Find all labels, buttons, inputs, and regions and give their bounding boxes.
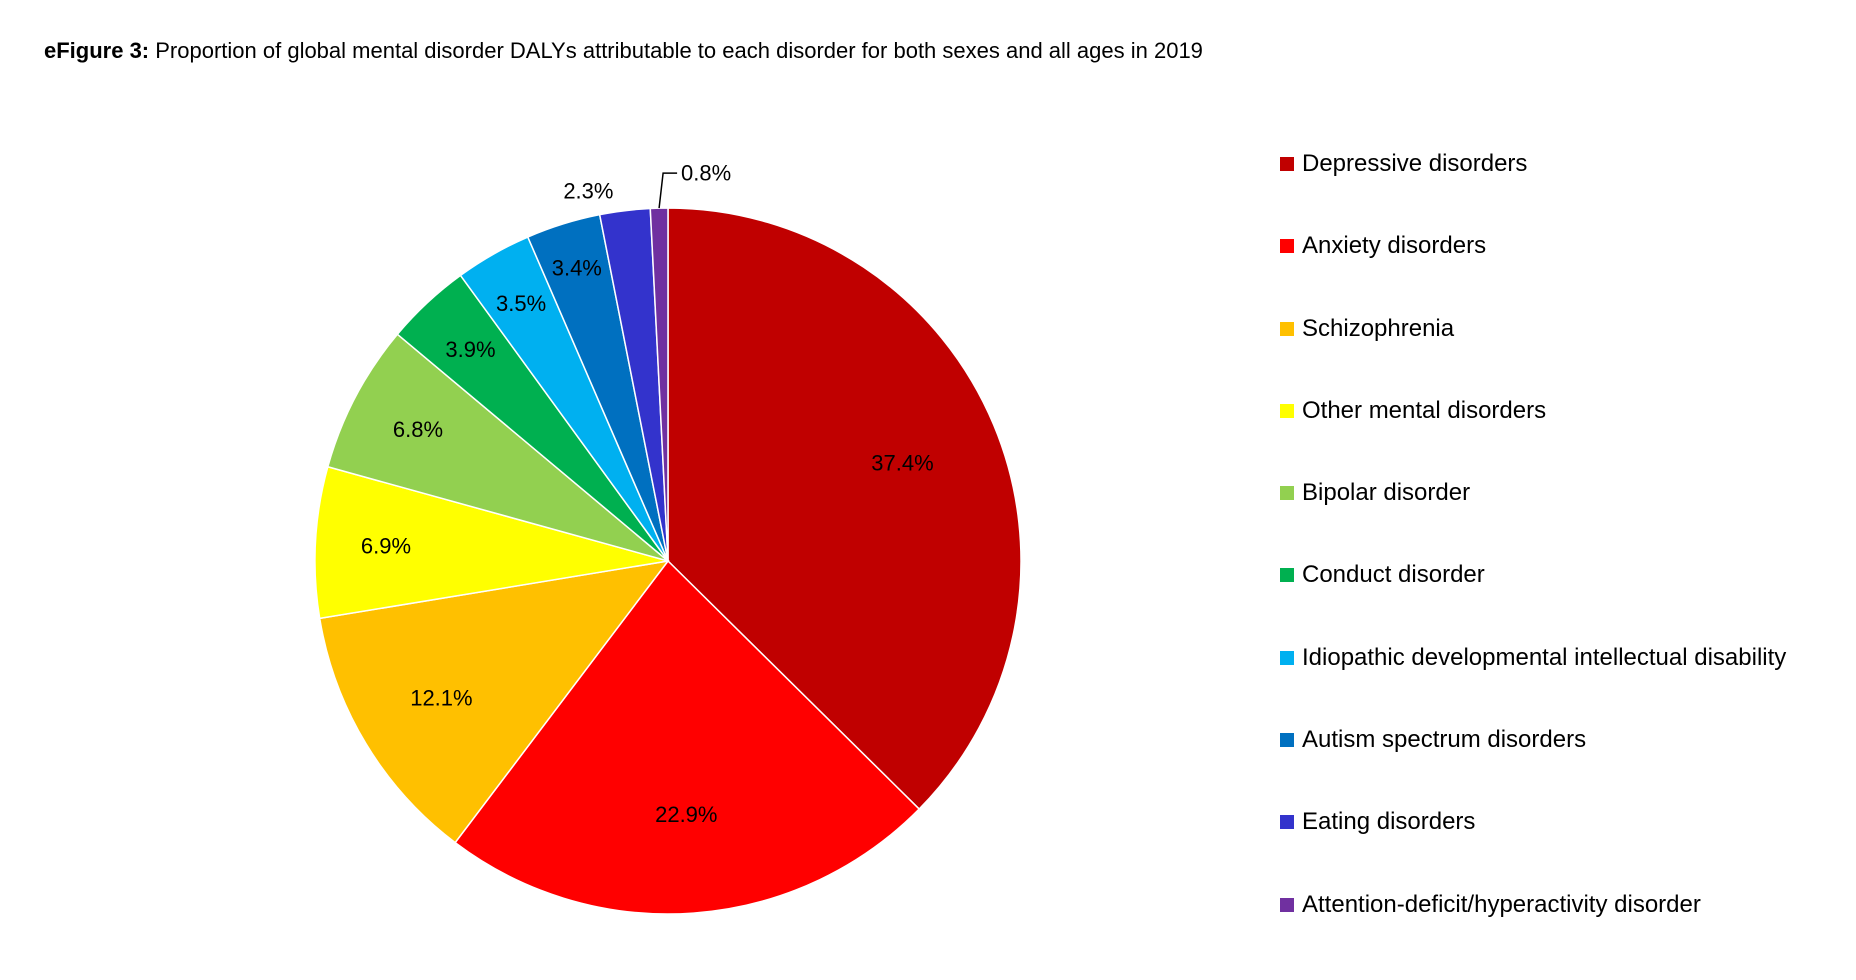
- data-label-eating-disorders: 2.3%: [563, 178, 613, 203]
- legend-item-idiopathic-developmental-intellectual-disability: Idiopathic developmental intellectual di…: [1280, 643, 1787, 727]
- data-label-conduct-disorder: 3.9%: [445, 337, 495, 362]
- legend-label: Schizophrenia: [1302, 314, 1455, 342]
- pie-slices: [314, 207, 1022, 915]
- legend-swatch: [1280, 157, 1294, 171]
- legend-item-other-mental-disorders: Other mental disorders: [1280, 396, 1786, 480]
- pie-slice-anxiety-disorders: [454, 559, 921, 915]
- legend-label: Autism spectrum disorders: [1302, 726, 1587, 754]
- data-label-bipolar-disorder: 6.8%: [393, 417, 443, 442]
- legend-label: Conduct disorder: [1302, 561, 1485, 589]
- chart-title: eFigure 3: Proportion of global mental d…: [44, 38, 1203, 64]
- legend-swatch: [1280, 733, 1294, 748]
- pie-slice-attention-deficit-hyperactivity-disorder: [649, 207, 669, 562]
- chart-title-text: Proportion of global mental disorder DAL…: [149, 38, 1203, 63]
- leader-line-attention-deficit-hyperactivity-disorder: [658, 172, 678, 209]
- legend-swatch: [1280, 321, 1294, 336]
- data-label-other-mental-disorders: 6.9%: [361, 533, 411, 558]
- legend-swatch: [1280, 650, 1294, 665]
- data-label-attention-deficit-hyperactivity-disorder: 0.8%: [681, 161, 731, 186]
- legend-item-anxiety-disorders: Anxiety disorders: [1280, 233, 1786, 315]
- data-labels: 37.4% 22.9% 12.1% 6.9% 6.8% 3.9%3.5%3.4% 2.3% 0…: [361, 161, 934, 827]
- legend-item-bipolar-disorder: Bipolar disorder: [1280, 480, 1786, 562]
- legend-item-conduct-disorder: Conduct disorder: [1280, 562, 1786, 644]
- pie-slice-schizophrenia: [318, 559, 670, 844]
- legend: Depressive disorders Anxiety disorders Sch…: [1280, 151, 1786, 974]
- legend-label: Attention-deficit/hyperactivity disorder: [1302, 890, 1701, 918]
- leader-lines: [658, 172, 678, 209]
- legend-item-depressive-disorders: Depressive disorders: [1280, 151, 1786, 233]
- data-label-schizophrenia: 12.1%: [410, 685, 472, 710]
- pie-slice-bipolar-disorder: [326, 333, 669, 562]
- legend-label: Bipolar disorder: [1302, 479, 1471, 507]
- legend-label: Anxiety disorders: [1302, 232, 1487, 260]
- legend-swatch: [1280, 486, 1294, 501]
- data-label-idiopathic-developmental-intellectual-disability: 3.5%: [496, 291, 546, 316]
- pie-slice-other-mental-disorders: [314, 465, 669, 620]
- legend-swatch: [1280, 568, 1294, 583]
- legend-swatch: [1280, 239, 1294, 254]
- legend-item-attention-deficit-hyperactivity-disorder: Attention-deficit/hyperactivity disorder: [1280, 890, 1786, 974]
- pie-slice-depressive-disorders: [667, 207, 1022, 811]
- legend-label: Idiopathic developmental intellectual di…: [1302, 643, 1787, 671]
- legend-item-schizophrenia: Schizophrenia: [1280, 314, 1786, 398]
- legend-swatch: [1280, 897, 1294, 912]
- data-label-anxiety-disorders: 22.9%: [655, 802, 717, 827]
- legend-swatch: [1280, 815, 1294, 830]
- legend-item-autism-spectrum-disorders: Autism spectrum disorders: [1280, 727, 1786, 809]
- legend-item-eating-disorders: Eating disorders: [1280, 809, 1786, 891]
- data-label-autism-spectrum-disorders: 3.4%: [552, 255, 602, 280]
- legend-label: Depressive disorders: [1302, 150, 1528, 177]
- chart-title-label: eFigure 3:: [44, 38, 150, 63]
- legend-label: Other mental disorders: [1302, 396, 1547, 424]
- legend-label: Eating disorders: [1302, 808, 1476, 836]
- legend-swatch: [1280, 403, 1294, 418]
- data-label-depressive-disorders: 37.4%: [871, 451, 933, 476]
